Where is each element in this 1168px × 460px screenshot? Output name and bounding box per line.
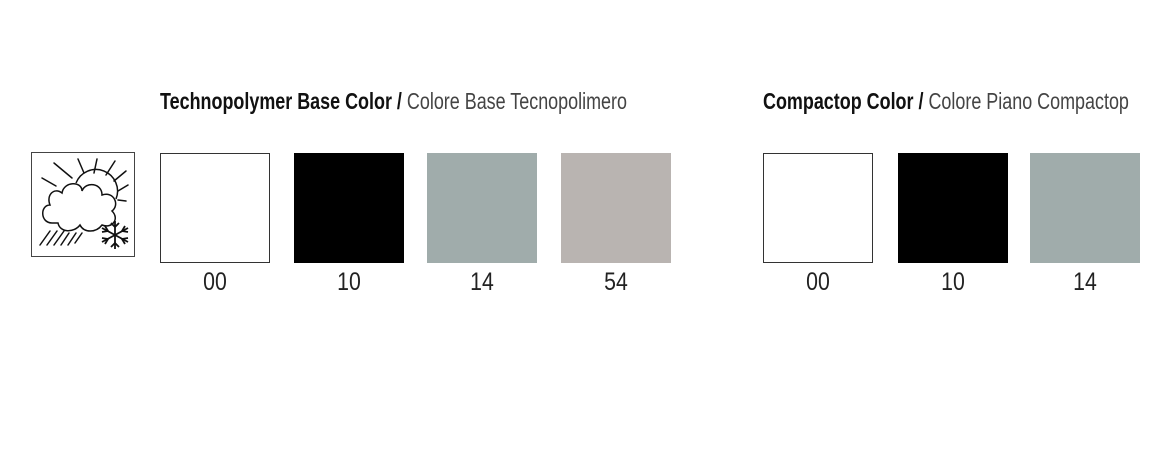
- color-swatch-14[interactable]: [427, 153, 537, 263]
- title-en: Compactop Color: [763, 88, 914, 114]
- color-swatch-00[interactable]: [763, 153, 873, 263]
- color-swatch-00[interactable]: [160, 153, 270, 263]
- swatch-code-label: 00: [806, 268, 830, 296]
- swatch-code-label: 54: [604, 268, 628, 296]
- color-swatch-54[interactable]: [561, 153, 671, 263]
- color-swatch-10[interactable]: [294, 153, 404, 263]
- technopolymer-title: Technopolymer Base Color / Colore Base T…: [160, 88, 627, 115]
- color-swatch-10[interactable]: [898, 153, 1008, 263]
- title-separator: /: [918, 88, 924, 114]
- swatch-code-label: 14: [470, 268, 494, 296]
- compactop-title: Compactop Color / Colore Piano Compactop: [763, 88, 1129, 115]
- swatch-code-label: 10: [941, 268, 965, 296]
- title-en: Technopolymer Base Color: [160, 88, 392, 114]
- color-swatch-14[interactable]: [1030, 153, 1140, 263]
- title-it: Colore Piano Compactop: [928, 88, 1129, 114]
- swatch-code-label: 00: [203, 268, 227, 296]
- swatch-code-label: 14: [1073, 268, 1097, 296]
- weather-resistant-icon: [31, 152, 135, 257]
- title-separator: /: [396, 88, 402, 114]
- title-it: Colore Base Tecnopolimero: [406, 88, 627, 114]
- swatch-code-label: 10: [337, 268, 361, 296]
